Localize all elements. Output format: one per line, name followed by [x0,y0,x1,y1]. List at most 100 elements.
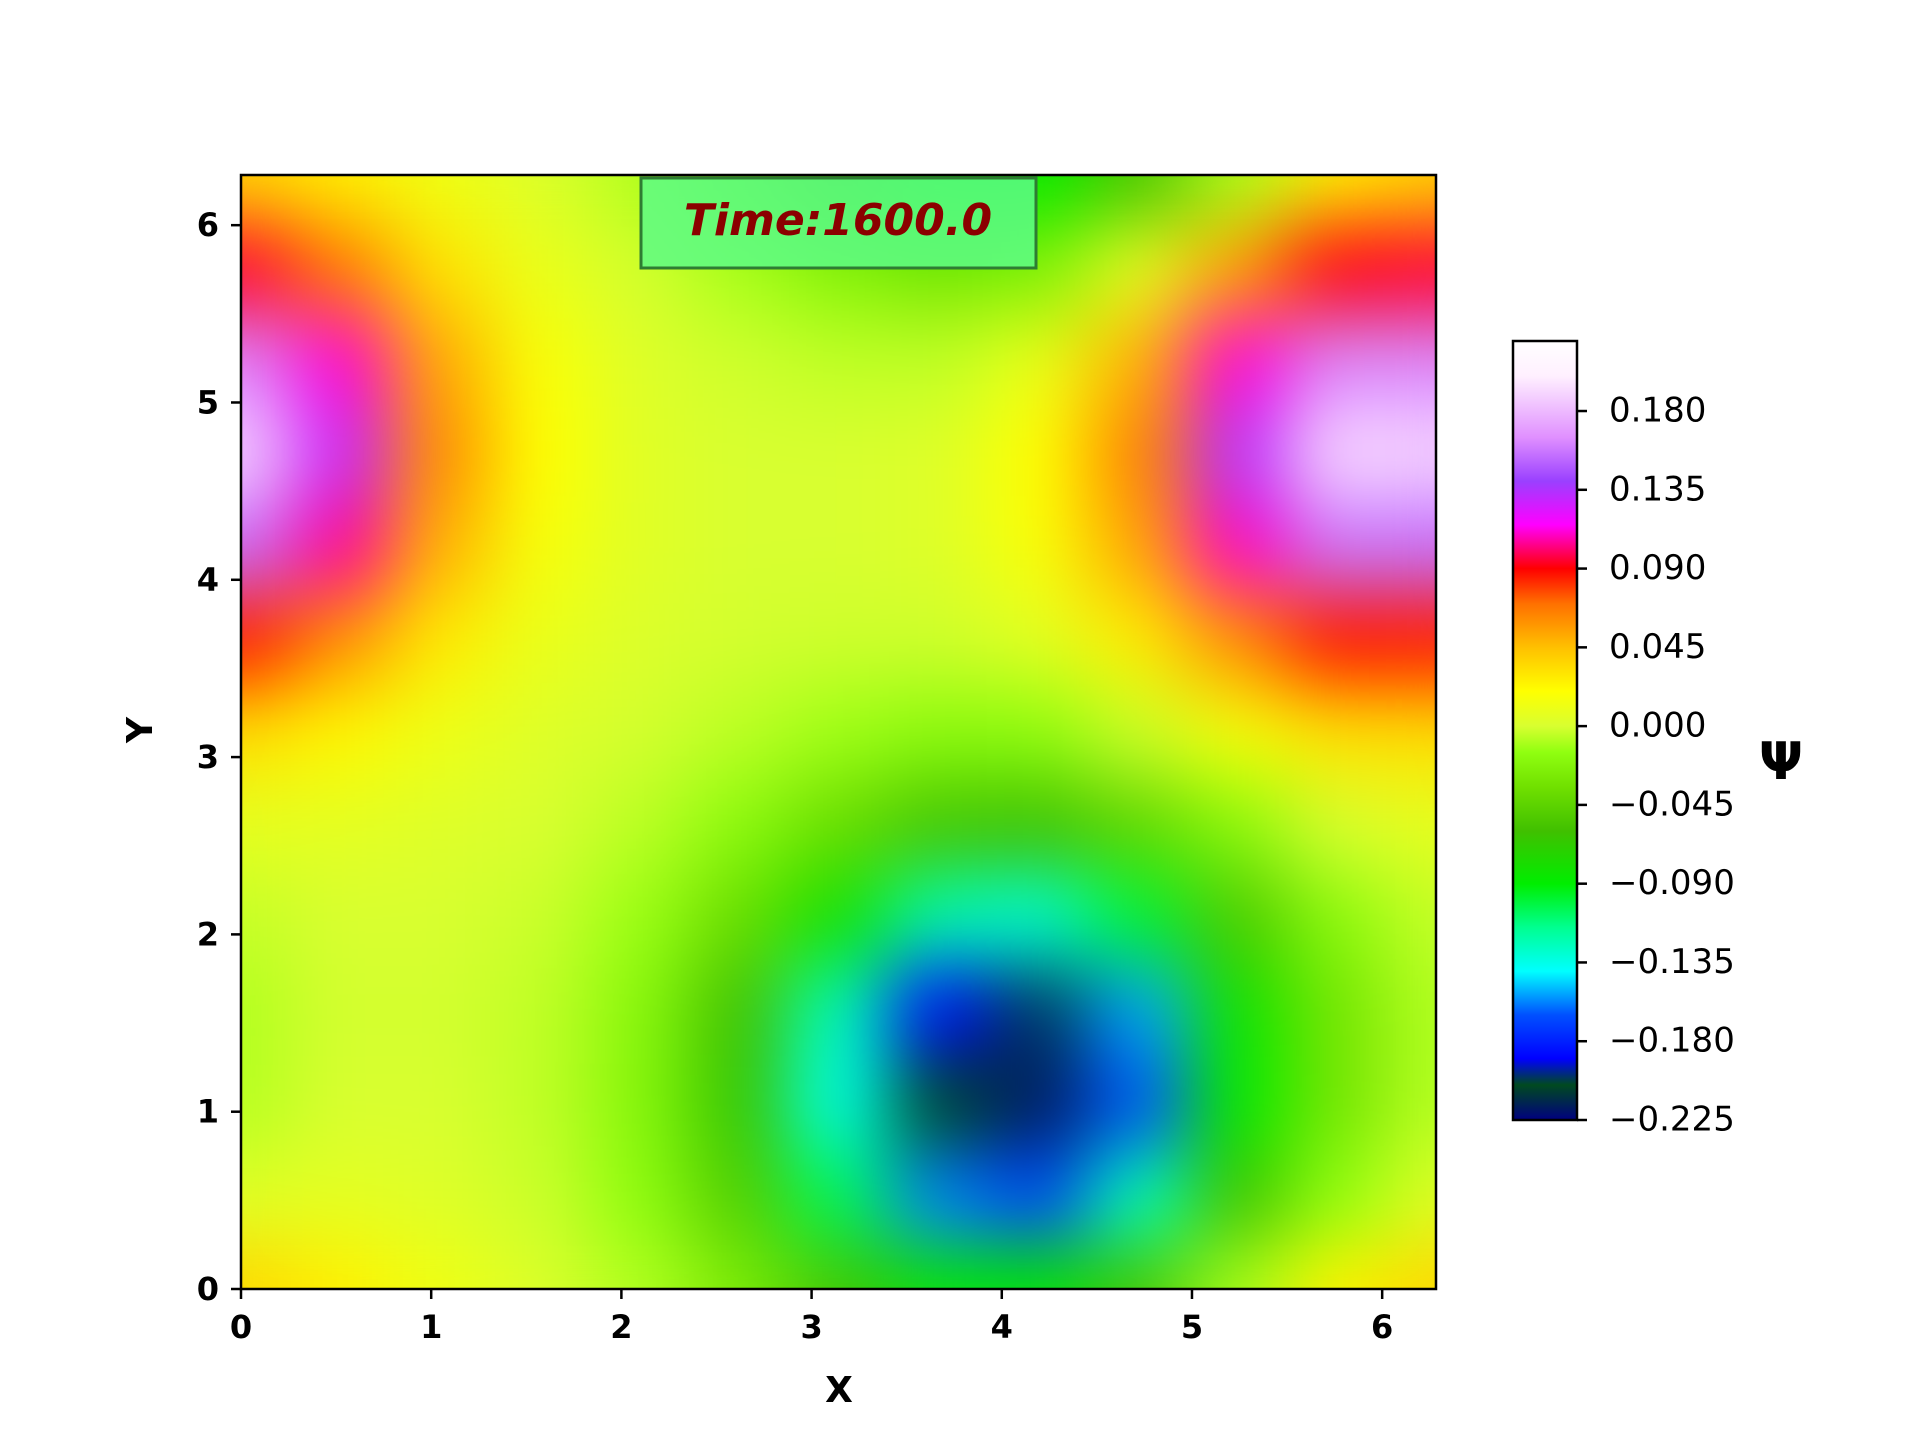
heatmap-cell [1286,1149,1387,1244]
heatmap-cell [290,592,391,687]
heatmap-cell [390,499,491,594]
heatmap-cell [1087,778,1188,872]
heatmap-cell [589,1242,690,1289]
heatmap-cell [689,499,790,594]
heatmap-cell [689,592,790,687]
heatmap-cell [1087,871,1188,965]
colorbar [1513,341,1577,1120]
heatmap-cell [888,778,989,872]
heatmap-cell [788,871,889,965]
heatmap-cell [1187,407,1288,501]
heatmap-cell [689,1242,790,1289]
heatmap-cell [689,871,790,965]
heatmap-cell [1286,407,1387,501]
heatmap-cell [1286,871,1387,965]
heatmap-cell [390,175,491,222]
heatmap-cell [589,592,690,687]
heatmap-cell [589,1149,690,1244]
colorbar-frame [1511,339,1579,1122]
heatmap-cell [689,407,790,501]
x-tick-label: 5 [1181,1308,1203,1346]
colorbar-tick-label: −0.180 [1609,1021,1735,1061]
heatmap-cell [589,1056,690,1151]
heatmap-cell [987,1242,1088,1289]
heatmap-cell [241,871,292,965]
heatmap-cell [689,964,790,1058]
heatmap-cell [1386,964,1436,1058]
heatmap-cell [1087,685,1188,779]
heatmap-cell [489,499,591,594]
heatmap-cell [888,685,989,779]
x-tick-label: 6 [1371,1308,1393,1346]
heatmap-cell [241,407,292,501]
heatmap-cell [1386,685,1436,779]
heatmap-cell [390,778,491,872]
heatmap-cell [987,964,1088,1058]
heatmap-cell [1386,871,1436,965]
heatmap-cell [788,1149,889,1244]
heatmap-cell [241,1056,292,1151]
heatmap-cell [1187,592,1288,687]
heatmap-cell [1187,314,1288,408]
heatmap-cell [788,685,889,779]
heatmap-cell [1187,964,1288,1058]
colorbar-label: Ψ [1759,732,1803,792]
heatmap-cell [788,1242,889,1289]
heatmap-cell [1087,1056,1188,1151]
heatmap-cell [290,1056,391,1151]
heatmap-cell [290,871,391,965]
heatmap-cell [689,1149,790,1244]
heatmap-cell [1187,871,1288,965]
heatmap-cell [1386,778,1436,872]
heatmap-cell [788,592,889,687]
heatmap-cell [1087,499,1188,594]
heatmap-cell [1187,685,1288,779]
heatmap-cell [1286,499,1387,594]
heatmap-cell [1087,221,1188,315]
heatmap-cell [1386,175,1436,222]
heatmap-cell [1087,964,1188,1058]
heatmap-cell [489,964,591,1058]
heatmap-cell [1087,1242,1188,1289]
heatmap-cell [290,314,391,408]
heatmap-cell [987,1056,1088,1151]
heatmap-cell [1187,175,1288,222]
heatmap-cell [489,592,591,687]
heatmap-cell [987,592,1088,687]
y-tick-label: 0 [197,1270,219,1308]
heatmap-cell [1286,1056,1387,1151]
heatmap-cell [241,964,292,1058]
heatmap-cell [1386,1149,1436,1244]
heatmap-cell [1386,499,1436,594]
heatmap-cell [290,778,391,872]
x-tick-label: 1 [420,1308,442,1346]
heatmap-cell [390,1056,491,1151]
heatmap-cell [1286,221,1387,315]
heatmap-cell [489,778,591,872]
heatmap-cell [241,778,292,872]
heatmap-cell [888,1056,989,1151]
heatmap-cell [1087,1149,1188,1244]
heatmap-cell [1286,314,1387,408]
heatmap-cell [1286,685,1387,779]
heatmap-cell [290,1149,391,1244]
heatmap-cell [888,314,989,408]
heatmap-cell [987,871,1088,965]
heatmap-cell [290,175,391,222]
x-tick-label: 0 [230,1308,252,1346]
y-tick-label: 4 [197,561,219,599]
heatmap [241,175,1436,1289]
colorbar-tick-label: −0.045 [1609,784,1735,824]
heatmap-cell [290,499,391,594]
heatmap-cell [689,778,790,872]
heatmap-cell [241,1149,292,1244]
x-tick-label: 4 [991,1308,1013,1346]
heatmap-cell [390,964,491,1058]
heatmap-cell [241,592,292,687]
heatmap-cell [290,407,391,501]
plot-area [241,175,1436,1289]
x-axis-label: X [825,1370,853,1411]
heatmap-cell [1286,592,1387,687]
heatmap-cell [1187,1242,1288,1289]
colorbar-tick-label: 0.180 [1609,391,1706,431]
